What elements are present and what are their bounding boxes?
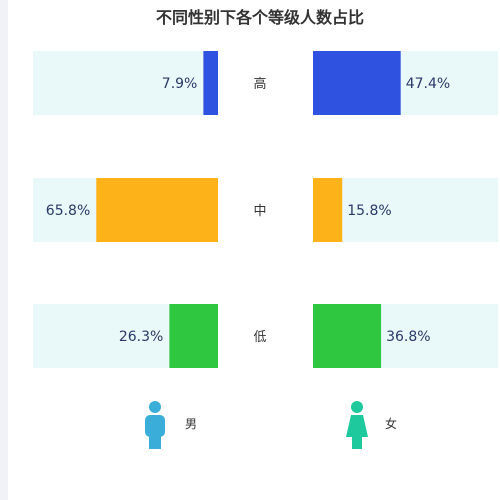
value-label-female-high: 47.4% — [406, 76, 450, 92]
value-label-male-low: 26.3% — [119, 329, 163, 345]
bar-male-low — [169, 304, 218, 368]
bar-female-high — [313, 51, 401, 115]
legend-label-female: 女 — [385, 416, 397, 431]
chart-title: 不同性别下各个等级人数占比 — [155, 8, 364, 27]
male-person-icon — [145, 401, 165, 449]
female-person-icon — [346, 401, 368, 449]
category-label-mid: 中 — [253, 204, 266, 219]
category-label-low: 低 — [253, 330, 266, 345]
value-label-female-mid: 15.8% — [347, 203, 391, 219]
category-label-high: 高 — [253, 76, 266, 92]
left-edge-strip — [0, 0, 8, 500]
bar-female-low — [313, 304, 382, 368]
bar-female-mid — [313, 178, 343, 242]
track-male-high — [33, 51, 218, 115]
bar-male-mid — [96, 178, 218, 242]
value-label-female-low: 36.8% — [386, 329, 430, 345]
value-label-male-mid: 65.8% — [46, 203, 90, 219]
bar-male-high — [203, 51, 218, 115]
track-female-mid — [313, 178, 498, 242]
value-label-male-high: 7.9% — [162, 76, 198, 92]
legend-label-male: 男 — [185, 417, 197, 431]
